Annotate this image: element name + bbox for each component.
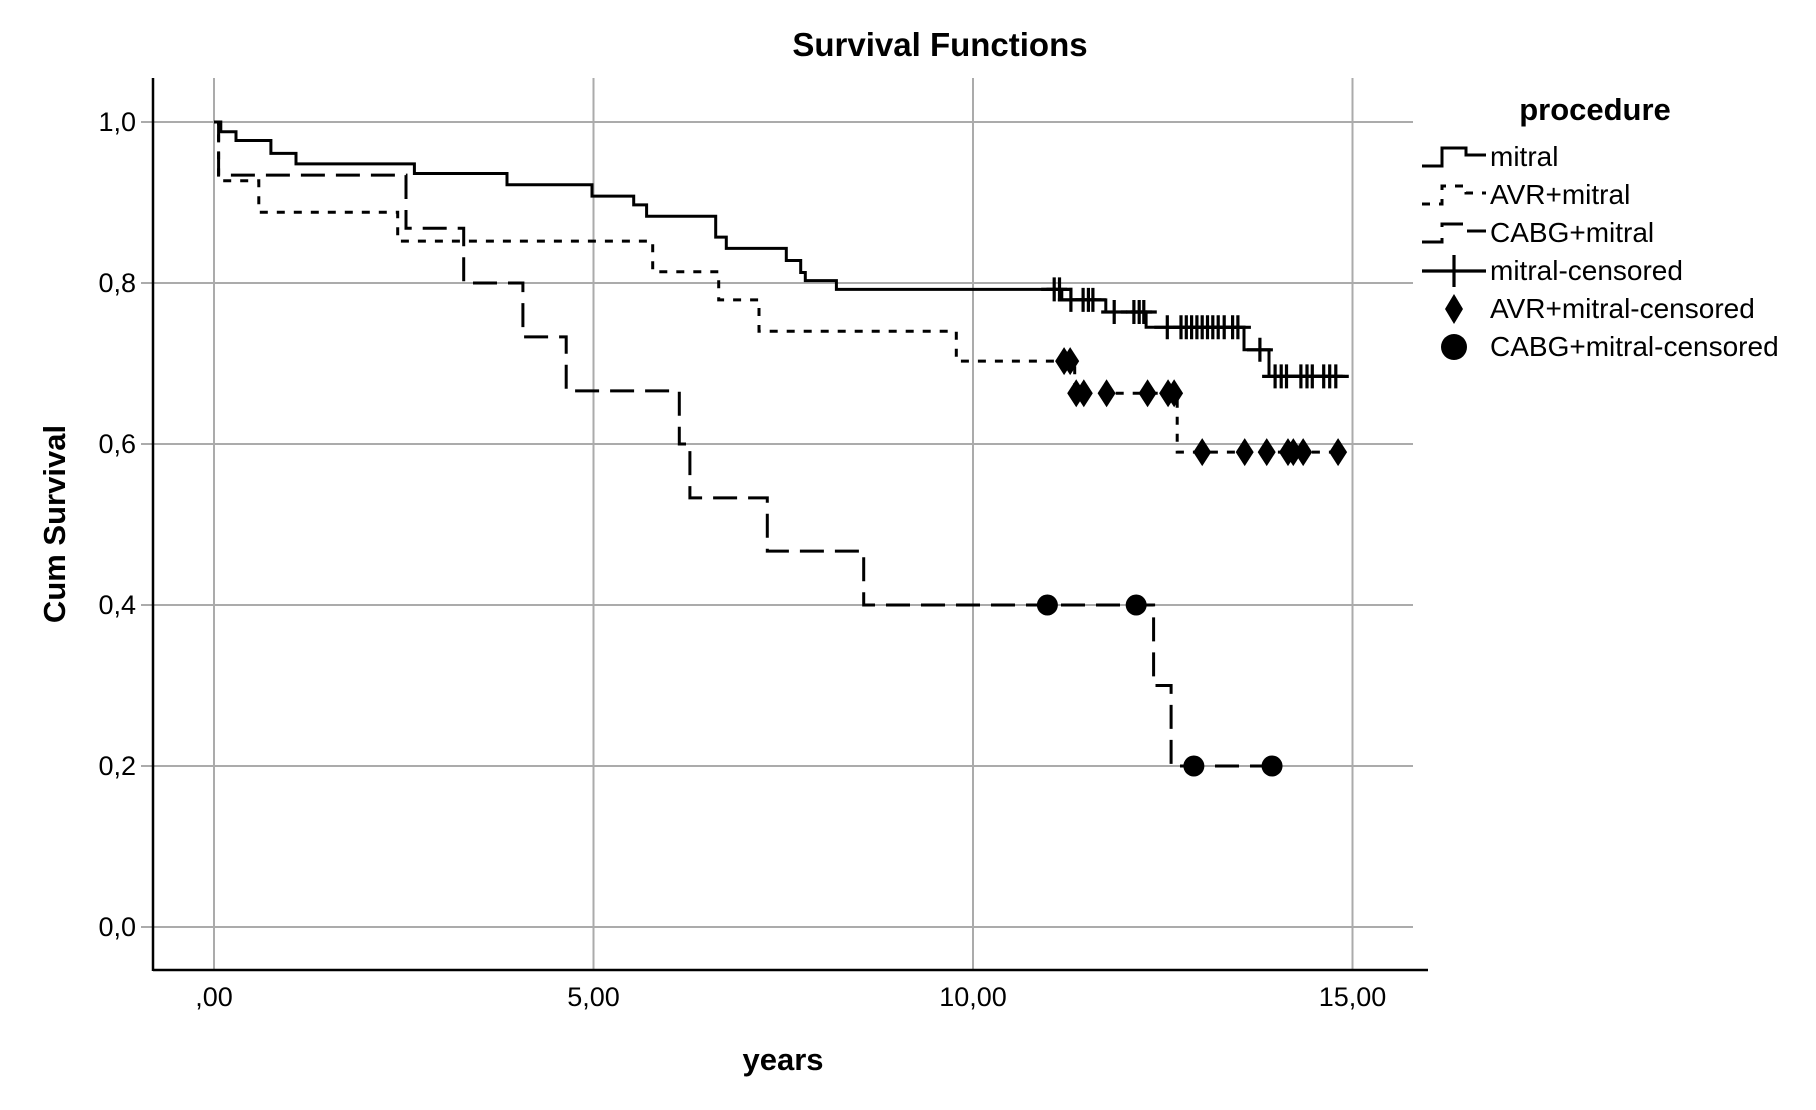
censor-plus-mark xyxy=(1130,300,1157,324)
censor-circle-mark xyxy=(1261,755,1283,777)
legend-item-AVR+mitral: AVR+mitral xyxy=(1420,176,1816,214)
censor-circle-mark xyxy=(1125,594,1147,616)
censor-plus-mark xyxy=(1246,337,1273,362)
legend-item-label: AVR+mitral xyxy=(1490,179,1631,210)
solid-legend-icon xyxy=(1422,146,1486,168)
diamond-legend-icon xyxy=(1445,294,1463,324)
censor-diamond-mark xyxy=(1329,438,1348,467)
legend-item-label: mitral xyxy=(1490,141,1559,172)
censor-circle-mark xyxy=(1183,755,1205,777)
legend-item-label: CABG+mitral-censored xyxy=(1490,331,1779,362)
y-tick-label: 0,0 xyxy=(98,912,136,942)
censor-plus-mark xyxy=(1079,287,1106,312)
legend-item-label: mitral-censored xyxy=(1490,255,1683,286)
y-tick-label: 0,2 xyxy=(98,751,136,781)
legend-circle xyxy=(1441,334,1467,360)
legend-item-CABG+mitral: CABG+mitral xyxy=(1420,214,1816,252)
censor-plus-mark xyxy=(1322,364,1349,389)
legend-line xyxy=(1422,146,1486,168)
series-line-mitral xyxy=(214,120,1345,378)
censor-plus-mark xyxy=(1224,315,1251,340)
legend: procedure mitral AVR+mitral CABG+mitral mit… xyxy=(1420,92,1816,366)
x-axis-label: years xyxy=(742,1042,824,1077)
censor-diamond-mark xyxy=(1294,438,1313,467)
censor-diamond-mark xyxy=(1138,379,1157,408)
legend-title: procedure xyxy=(1519,92,1671,127)
censor-diamond-mark xyxy=(1097,379,1116,408)
y-tick-label: 0,6 xyxy=(98,429,136,459)
x-tick-label: 10,00 xyxy=(939,982,1007,1012)
chart-title: Survival Functions xyxy=(792,26,1088,63)
legend-item-label: CABG+mitral xyxy=(1490,217,1655,248)
censor-plus-mark xyxy=(1046,277,1073,302)
plus-legend-icon xyxy=(1422,255,1486,287)
legend-plus xyxy=(1422,255,1486,287)
legend-items: mitral AVR+mitral CABG+mitral mitral-censor… xyxy=(1420,138,1816,366)
y-axis-label: Cum Survival xyxy=(37,424,72,624)
censor-diamond-mark xyxy=(1257,438,1276,467)
short-legend-icon xyxy=(1422,184,1486,206)
legend-line xyxy=(1422,222,1486,244)
y-tick-label: 0,4 xyxy=(98,590,136,620)
legend-item-mitral: mitral xyxy=(1420,138,1816,176)
x-tick-label: 15,00 xyxy=(1319,982,1387,1012)
legend-item-AVR+mitral-censored: AVR+mitral-censored xyxy=(1420,290,1816,328)
x-tick-label: ,00 xyxy=(195,982,233,1012)
censor-diamond-mark xyxy=(1193,438,1212,467)
legend-line xyxy=(1422,184,1486,206)
y-tick-label: 0,8 xyxy=(98,268,136,298)
censor-diamond-mark xyxy=(1165,379,1184,408)
legend-item-label: AVR+mitral-censored xyxy=(1490,293,1755,324)
censor-diamond-mark xyxy=(1235,438,1254,467)
censor-diamond-mark xyxy=(1284,438,1303,467)
y-tick-label: 1,0 xyxy=(98,107,136,137)
x-tick-label: 5,00 xyxy=(567,982,620,1012)
circle-legend-icon xyxy=(1441,334,1467,360)
censor-diamond-mark xyxy=(1061,347,1080,376)
long-legend-icon xyxy=(1422,222,1486,244)
legend-item-CABG+mitral-censored: CABG+mitral-censored xyxy=(1420,328,1816,366)
censor-diamond-mark xyxy=(1074,379,1093,408)
censor-circle-mark xyxy=(1036,594,1058,616)
legend-diamond xyxy=(1445,294,1463,324)
legend-item-mitral-censored: mitral-censored xyxy=(1420,252,1816,290)
series-line-CABG+mitral xyxy=(214,120,1285,768)
